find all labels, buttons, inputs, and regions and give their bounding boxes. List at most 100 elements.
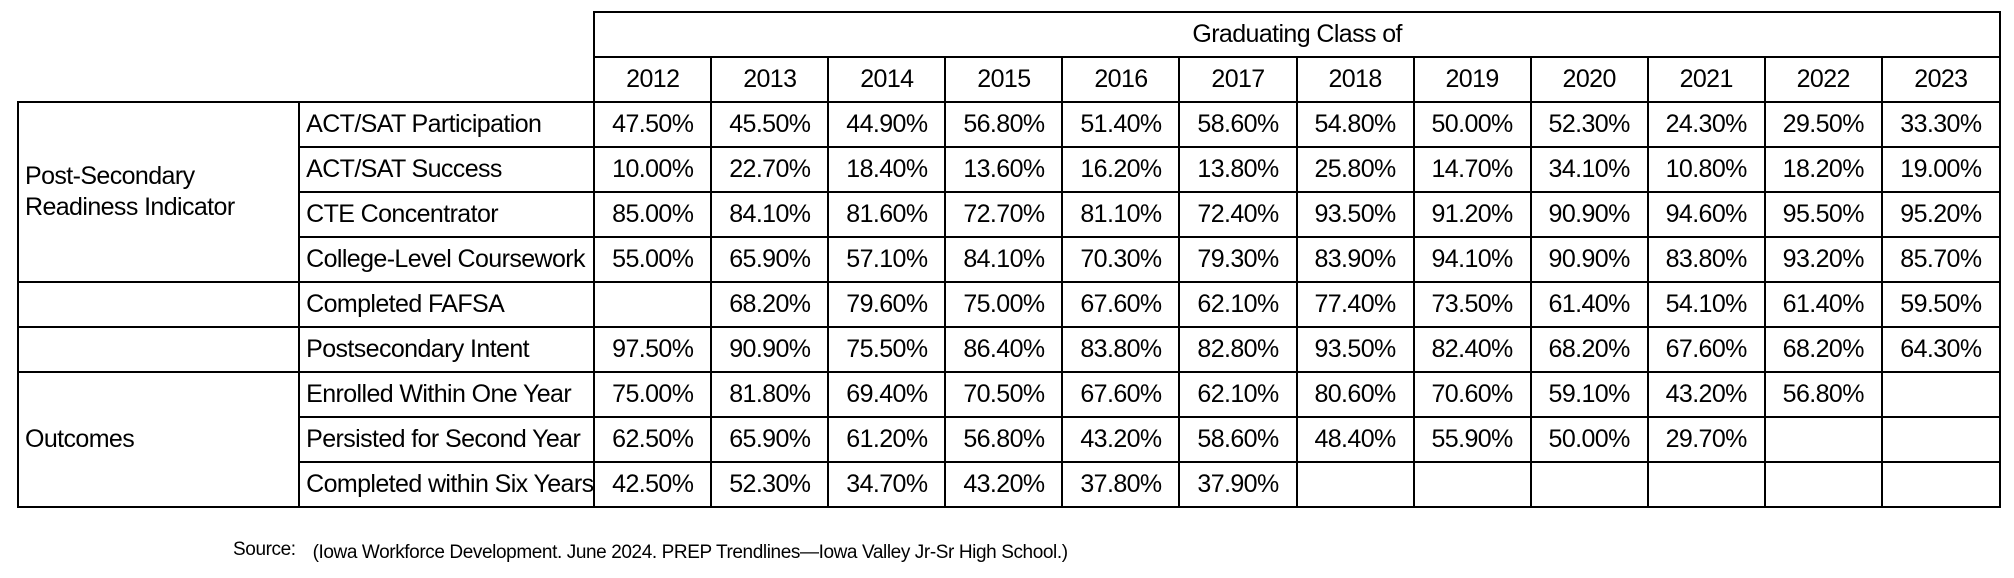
value-cell: 83.90%	[1295, 236, 1415, 283]
value-cell: 34.10%	[1529, 146, 1649, 193]
value-cell: 59.10%	[1529, 371, 1649, 418]
value-cell: 50.00%	[1412, 101, 1532, 148]
value-cell: 44.90%	[827, 101, 947, 148]
value-cell: 75.00%	[944, 281, 1064, 328]
value-cell: 61.20%	[827, 416, 947, 463]
value-cell: 55.90%	[1412, 416, 1532, 463]
row-label: Enrolled Within One Year	[298, 371, 596, 418]
table-row: Completed FAFSA 68.20% 79.60% 75.00% 67.…	[16, 281, 2002, 328]
value-cell: 50.00%	[1529, 416, 1649, 463]
value-cell: 81.80%	[710, 371, 830, 418]
value-cell: 68.20%	[1763, 326, 1883, 373]
value-cell: 83.80%	[1646, 236, 1766, 283]
value-cell: 80.60%	[1295, 371, 1415, 418]
empty-group-cell	[16, 281, 301, 328]
value-cell: 34.70%	[827, 461, 947, 508]
value-cell: 65.90%	[710, 416, 830, 463]
value-cell: 82.80%	[1178, 326, 1298, 373]
value-cell: 90.90%	[1529, 191, 1649, 238]
year-header: 2018	[1295, 56, 1415, 103]
row-label: CTE Concentrator	[298, 191, 596, 238]
value-cell: 45.50%	[710, 101, 830, 148]
value-cell: 55.00%	[593, 236, 713, 283]
year-header: 2016	[1061, 56, 1181, 103]
value-cell: 56.80%	[1763, 371, 1883, 418]
value-cell	[1763, 461, 1883, 508]
value-cell	[1880, 371, 2002, 418]
value-cell: 43.20%	[1646, 371, 1766, 418]
table-row: ACT/SAT Success 10.00% 22.70% 18.40% 13.…	[18, 146, 2002, 193]
value-cell: 61.40%	[1763, 281, 1883, 328]
value-cell: 65.90%	[710, 236, 830, 283]
value-cell: 37.80%	[1061, 461, 1181, 508]
value-cell: 42.50%	[593, 461, 713, 508]
value-cell: 62.50%	[593, 416, 713, 463]
value-cell: 18.20%	[1763, 146, 1883, 193]
value-cell: 10.00%	[593, 146, 713, 193]
value-cell: 70.50%	[944, 371, 1064, 418]
value-cell: 79.60%	[827, 281, 947, 328]
empty-group-cell	[16, 326, 301, 373]
value-cell: 67.60%	[1061, 281, 1181, 328]
value-cell: 43.20%	[1061, 416, 1181, 463]
header-blank-cell	[18, 12, 594, 57]
value-cell: 48.40%	[1295, 416, 1415, 463]
value-cell: 79.30%	[1178, 236, 1298, 283]
table-row: College-Level Coursework 55.00% 65.90% 5…	[18, 236, 2002, 283]
value-cell	[1880, 461, 2002, 508]
year-header: 2015	[944, 56, 1064, 103]
value-cell: 29.70%	[1646, 416, 1766, 463]
value-cell: 57.10%	[827, 236, 947, 283]
value-cell: 90.90%	[1529, 236, 1649, 283]
value-cell: 69.40%	[827, 371, 947, 418]
value-cell: 81.60%	[827, 191, 947, 238]
value-cell: 93.50%	[1295, 326, 1415, 373]
value-cell	[593, 281, 713, 328]
year-header: 2020	[1529, 56, 1649, 103]
table-row: CTE Concentrator 85.00% 84.10% 81.60% 72…	[18, 191, 2002, 238]
row-label: Postsecondary Intent	[298, 326, 596, 373]
value-cell: 64.30%	[1880, 326, 2002, 373]
value-cell: 29.50%	[1763, 101, 1883, 148]
group-label-outcomes: Outcomes	[16, 371, 301, 508]
value-cell: 75.00%	[593, 371, 713, 418]
value-cell: 94.60%	[1646, 191, 1766, 238]
table-row: Postsecondary Intent 97.50% 90.90% 75.50…	[16, 326, 2002, 373]
year-blank-cell	[18, 57, 594, 102]
row-label: Completed FAFSA	[298, 281, 596, 328]
value-cell	[1880, 416, 2002, 463]
value-cell: 58.60%	[1178, 101, 1298, 148]
value-cell: 25.80%	[1295, 146, 1415, 193]
value-cell: 33.30%	[1880, 101, 2002, 148]
value-cell: 47.50%	[593, 101, 713, 148]
value-cell: 93.50%	[1295, 191, 1415, 238]
value-cell: 84.10%	[944, 236, 1064, 283]
year-header: 2021	[1646, 56, 1766, 103]
value-cell: 68.20%	[1529, 326, 1649, 373]
prep-trendlines-table-container: Graduating Class of 2012 2013 2014 2015 …	[16, 11, 2002, 508]
source-citation: Source: (Iowa Workforce Development. Jun…	[233, 539, 1068, 564]
value-cell: 68.20%	[710, 281, 830, 328]
value-cell: 24.30%	[1646, 101, 1766, 148]
value-cell: 95.50%	[1763, 191, 1883, 238]
value-cell: 97.50%	[593, 326, 713, 373]
year-header: 2019	[1412, 56, 1532, 103]
value-cell: 83.80%	[1061, 326, 1181, 373]
value-cell: 70.30%	[1061, 236, 1181, 283]
value-cell: 52.30%	[1529, 101, 1649, 148]
value-cell	[1295, 461, 1415, 508]
row-label: Persisted for Second Year	[298, 416, 596, 463]
value-cell: 85.00%	[593, 191, 713, 238]
value-cell: 18.40%	[827, 146, 947, 193]
table-row: Post-Secondary Readiness Indicator ACT/S…	[16, 101, 2002, 283]
value-cell: 67.60%	[1646, 326, 1766, 373]
value-cell: 22.70%	[710, 146, 830, 193]
value-cell: 82.40%	[1412, 326, 1532, 373]
year-header-row: 2012 2013 2014 2015 2016 2017 2018 2019 …	[18, 56, 2002, 103]
value-cell: 43.20%	[944, 461, 1064, 508]
value-cell: 37.90%	[1178, 461, 1298, 508]
row-label: Completed within Six Years	[298, 461, 596, 508]
value-cell: 67.60%	[1061, 371, 1181, 418]
value-cell: 93.20%	[1763, 236, 1883, 283]
value-cell: 10.80%	[1646, 146, 1766, 193]
